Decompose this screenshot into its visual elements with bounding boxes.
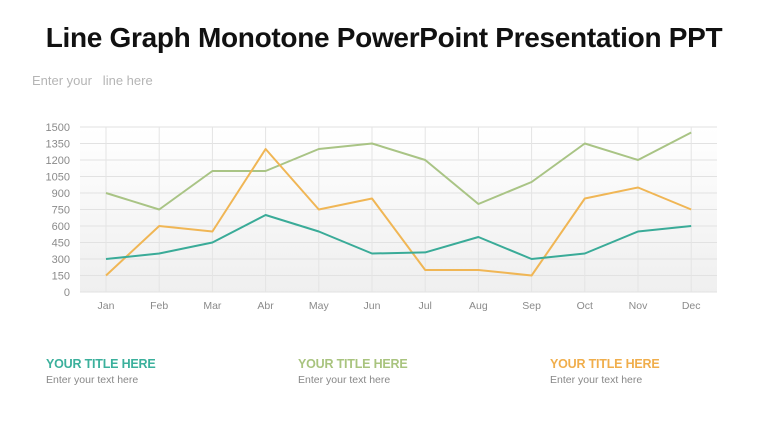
- y-tick-label: 1200: [46, 155, 70, 167]
- y-axis: 0 150 300 450 600 750 900 1050 1200 1350 1500: [46, 122, 70, 299]
- x-tick-label: Sep: [522, 300, 541, 312]
- y-tick-label: 0: [64, 287, 70, 299]
- series-lines: [105, 131, 692, 277]
- y-tick-label: 150: [52, 271, 70, 283]
- y-tick-label: 1500: [46, 122, 70, 134]
- series-line: [105, 214, 692, 260]
- y-tick-label: 900: [52, 188, 70, 200]
- x-axis: Jan Feb Mar Abr May Jun Jul Aug Sep Oct Nov Dec: [98, 300, 701, 312]
- x-tick-label: May: [309, 300, 330, 312]
- x-tick-label: Jun: [364, 300, 381, 312]
- y-tick-label: 750: [52, 205, 70, 217]
- y-tick-label: 1350: [46, 139, 70, 151]
- x-tick-label: Feb: [150, 300, 168, 312]
- card-title: YOUR TITLE HERE: [46, 357, 156, 371]
- x-tick-label: Nov: [629, 300, 648, 312]
- info-card-3: YOUR TITLE HERE Enter your text here: [550, 357, 660, 386]
- info-card-1: YOUR TITLE HERE Enter your text here: [46, 357, 156, 386]
- subtitle: Enter your line here: [32, 73, 153, 88]
- card-title: YOUR TITLE HERE: [550, 357, 660, 371]
- x-tick-label: Dec: [682, 300, 701, 312]
- card-text: Enter your text here: [298, 374, 391, 386]
- page-title: Line Graph Monotone PowerPoint Presentat…: [45, 22, 723, 53]
- card-text: Enter your text here: [550, 374, 643, 386]
- x-tick-label: Abr: [257, 300, 274, 312]
- series-line: [105, 131, 692, 211]
- x-tick-label: Jan: [98, 300, 115, 312]
- x-tick-label: Aug: [469, 300, 488, 312]
- series-line: [105, 148, 692, 277]
- y-tick-label: 450: [52, 238, 70, 250]
- card-text: Enter your text here: [46, 374, 139, 386]
- x-tick-label: Oct: [577, 300, 593, 312]
- card-title: YOUR TITLE HERE: [298, 357, 408, 371]
- y-tick-label: 600: [52, 221, 70, 233]
- info-card-2: YOUR TITLE HERE Enter your text here: [298, 357, 408, 386]
- x-tick-label: Jul: [418, 300, 431, 312]
- x-tick-label: Mar: [203, 300, 222, 312]
- y-tick-label: 300: [52, 254, 70, 266]
- y-tick-label: 1050: [46, 172, 70, 184]
